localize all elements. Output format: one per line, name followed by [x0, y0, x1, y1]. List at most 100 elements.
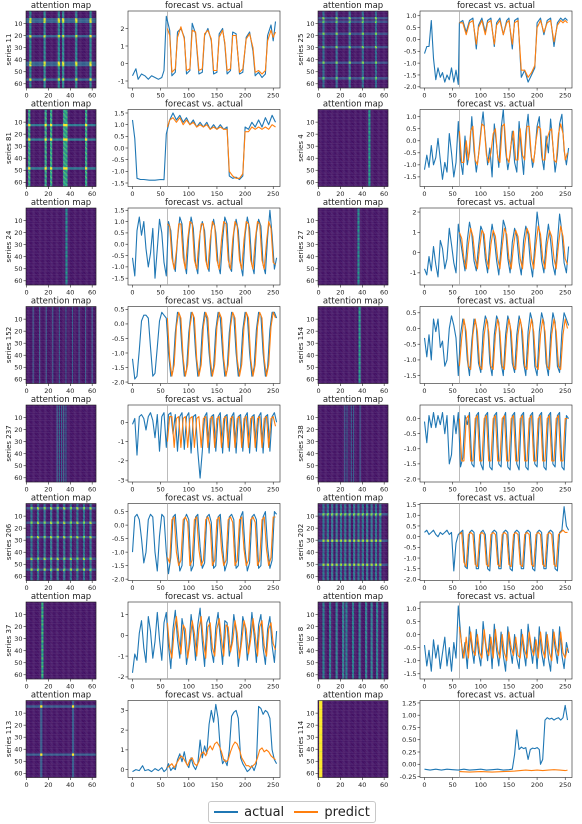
heatmap-cell [61, 17, 62, 18]
heatmap-cell [37, 34, 38, 35]
heatmap-cell [76, 23, 77, 24]
heatmap-cell [84, 33, 85, 34]
heatmap-cell [50, 13, 51, 14]
heatmap-cell [82, 15, 83, 16]
heatmap-cell [84, 21, 85, 22]
heatmap-cell [60, 24, 61, 25]
heatmap-cell [91, 29, 92, 30]
heatmap-cell [69, 21, 70, 22]
heatmap-cell [82, 12, 83, 13]
heatmap-cell [56, 15, 57, 16]
heatmap-cell [91, 12, 92, 13]
heatmap-cell [73, 27, 74, 28]
heatmap-cell [70, 17, 71, 18]
heatmap-cell [69, 23, 70, 24]
heatmap-cell [44, 27, 45, 28]
heatmap-cell [93, 22, 94, 23]
heatmap-cell [34, 15, 35, 16]
heatmap-cell [71, 24, 72, 25]
heatmap-cell [75, 34, 76, 35]
heatmap-cell [42, 16, 43, 17]
heatmap-cell [89, 24, 90, 25]
heatmap-cell [84, 19, 85, 20]
heatmap-cell [60, 33, 61, 34]
heatmap-cell [45, 24, 46, 25]
heatmap-cell [85, 22, 86, 23]
heatmap-cell [62, 25, 63, 26]
heatmap-cell [27, 33, 28, 34]
heatmap-cell [77, 17, 78, 18]
heatmap-cell [42, 30, 43, 31]
heatmap-cell [46, 18, 47, 19]
heatmap-cell [51, 25, 52, 26]
heatmap-cell [71, 23, 72, 24]
heatmap-cell [88, 19, 89, 20]
heatmap-cell [42, 19, 43, 20]
heatmap-cell [88, 28, 89, 29]
heatmap-cell [77, 13, 78, 14]
heatmap-cell [54, 17, 55, 18]
heatmap-cell [34, 16, 35, 17]
heatmap-cell [59, 25, 60, 26]
heatmap-cell [42, 24, 43, 25]
heatmap-cell [63, 21, 64, 22]
heatmap-cell [87, 12, 88, 13]
heatmap-cell [74, 22, 75, 23]
heatmap-cell [87, 13, 88, 14]
heatmap-cell [93, 28, 94, 29]
heatmap-cell [49, 28, 50, 29]
heatmap-cell [29, 29, 30, 30]
heatmap-cell [54, 22, 55, 23]
heatmap-cell [30, 17, 31, 18]
heatmap-cell [52, 27, 53, 28]
heatmap-cell [75, 33, 76, 34]
heatmap-cell [40, 18, 41, 19]
heatmap-cell [38, 28, 39, 29]
heatmap-cell [44, 31, 45, 32]
heatmap-cell [48, 30, 49, 31]
heatmap-cell [81, 30, 82, 31]
heatmap-cell [36, 28, 37, 29]
heatmap-cell [59, 21, 60, 22]
heatmap-cell [41, 13, 42, 14]
heatmap-cell [83, 13, 84, 14]
heatmap-cell [28, 30, 29, 31]
heatmap-cell [35, 21, 36, 22]
heatmap-cell [82, 28, 83, 29]
heatmap-cell [76, 18, 77, 19]
heatmap-cell [73, 21, 74, 22]
heatmap-cell [41, 28, 42, 29]
heatmap-cell [89, 23, 90, 24]
heatmap-cell [71, 28, 72, 29]
heatmap-cell [44, 23, 45, 24]
heatmap-cell [50, 30, 51, 31]
heatmap-cell [92, 12, 93, 13]
heatmap-cell [81, 31, 82, 32]
heatmap-cell [74, 25, 75, 26]
heatmap-cell [89, 13, 90, 14]
heatmap-cell [81, 18, 82, 19]
heatmap-cell [68, 17, 69, 18]
heatmap-cell [68, 30, 69, 31]
heatmap-cell [57, 23, 58, 24]
heatmap-cell [82, 19, 83, 20]
heatmap-cell [70, 21, 71, 22]
heatmap-cell [36, 17, 37, 18]
heatmap-cell [60, 18, 61, 19]
heatmap-cell [82, 16, 83, 17]
heatmap-cell [56, 22, 57, 23]
heatmap-cell [74, 19, 75, 20]
heatmap-cell [50, 25, 51, 26]
heatmap-cell [71, 30, 72, 31]
heatmap-cell [88, 27, 89, 28]
heatmap-cell [52, 13, 53, 14]
heatmap-cell [81, 29, 82, 30]
heatmap-cell [61, 12, 62, 13]
heatmap-cell [92, 16, 93, 17]
heatmap-cell [80, 13, 81, 14]
heatmap-cell [81, 17, 82, 18]
heatmap-cell [49, 23, 50, 24]
heatmap-cell [36, 34, 37, 35]
heatmap-cell [56, 29, 57, 30]
heatmap-cell [29, 23, 30, 24]
